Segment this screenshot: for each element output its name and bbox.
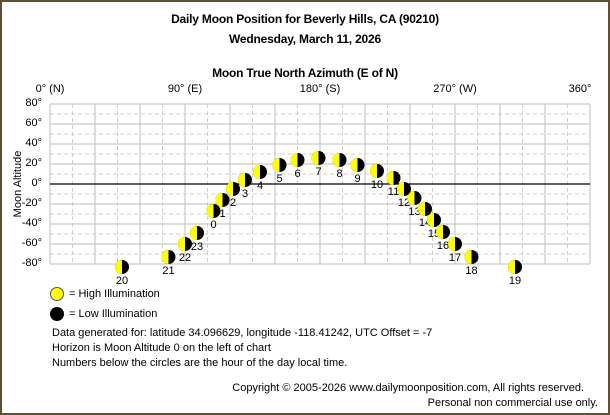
moon-marker: 21 (161, 250, 176, 277)
hour-label: 12 (398, 197, 410, 209)
moon-marker: 20 (115, 260, 129, 287)
moon-marker: 2 (226, 182, 240, 209)
hour-label: 23 (191, 241, 203, 253)
y-tick-0: 0° (31, 177, 42, 189)
x-tick-180: 180° (S) (299, 83, 341, 95)
moon-marker: 16 (436, 225, 450, 252)
hour-label: 5 (276, 173, 282, 185)
moon-marker: 4 (253, 165, 267, 192)
moon-marker: 11 (386, 171, 401, 198)
hour-label: 22 (179, 252, 191, 264)
moon-marker: 9 (350, 158, 365, 185)
moon-marker: 0 (206, 204, 221, 231)
moon-marker: 1 (215, 193, 230, 220)
hour-label: 7 (315, 166, 321, 178)
moon-marker: 22 (178, 237, 192, 264)
info-hours: Numbers below the circles are the hour o… (52, 357, 348, 369)
hour-label: 0 (210, 219, 216, 231)
y-tick-20: 20° (25, 157, 42, 169)
legend-high-label: = High Illumination (69, 288, 160, 300)
hour-label: 11 (388, 186, 399, 198)
y-tick-40: 40° (25, 137, 42, 149)
legend-low-label: = Low Illumination (69, 308, 158, 320)
chart-date: Wednesday, March 11, 2026 (229, 32, 381, 46)
usage-note: Personal non commercial use only. (427, 397, 598, 409)
moon-marker: 23 (190, 226, 204, 253)
moon-marker: 12 (397, 182, 411, 209)
y-tick-60: 60° (25, 117, 42, 129)
legend-low: = Low Illumination (50, 307, 157, 321)
hour-label: 16 (437, 240, 449, 252)
y-tick-80: 80° (25, 97, 42, 109)
hour-label: 19 (509, 275, 521, 287)
hour-label: 6 (294, 168, 300, 180)
info-horizon: Horizon is Moon Altitude 0 on the left o… (52, 342, 271, 354)
hour-label: 2 (230, 197, 236, 209)
x-axis-title: Moon True North Azimuth (E of N) (212, 66, 398, 80)
hour-label: 10 (371, 179, 383, 191)
hour-label: 17 (449, 252, 461, 264)
hour-label: 1 (219, 208, 225, 220)
moon-marker: 8 (332, 153, 347, 180)
x-tick-90: 90° (E) (167, 83, 203, 95)
moon-marker: 19 (508, 260, 522, 287)
chart-title: Daily Moon Position for Beverly Hills, C… (171, 12, 439, 26)
moon-marker: 6 (290, 153, 305, 180)
copyright: Copyright © 2005-2026 www.dailymoonposit… (232, 382, 584, 394)
moon-marker: 7 (311, 151, 326, 178)
hour-label: 18 (465, 265, 477, 277)
high-illumination-icon (50, 287, 64, 301)
y-tick-m20: -20° (21, 197, 42, 209)
moon-marker: 18 (464, 250, 479, 277)
hour-label: 4 (257, 180, 263, 192)
y-tick-m80: -80° (21, 257, 42, 269)
hour-label: 20 (116, 275, 128, 287)
hour-label: 8 (336, 168, 342, 180)
info-location: Data generated for: latitude 34.096629, … (52, 327, 433, 339)
y-tick-m60: -60° (21, 237, 42, 249)
low-illumination-icon (50, 307, 64, 321)
moon-marker: 10 (370, 164, 384, 191)
x-tick-360: 360° (568, 83, 592, 95)
hour-label: 13 (408, 206, 420, 218)
moon-marker: 5 (272, 158, 287, 185)
x-tick-270: 270° (W) (433, 83, 477, 95)
moon-marker: 13 (407, 191, 422, 218)
hour-label: 9 (354, 173, 360, 185)
moon-marker: 3 (238, 173, 252, 200)
legend-high: = High Illumination (50, 287, 160, 301)
hour-label: 3 (242, 188, 248, 200)
moon-marker: 17 (448, 237, 462, 264)
y-tick-m40: -40° (21, 217, 42, 229)
x-tick-0: 0° (N) (35, 83, 65, 95)
hour-label: 21 (162, 265, 174, 277)
